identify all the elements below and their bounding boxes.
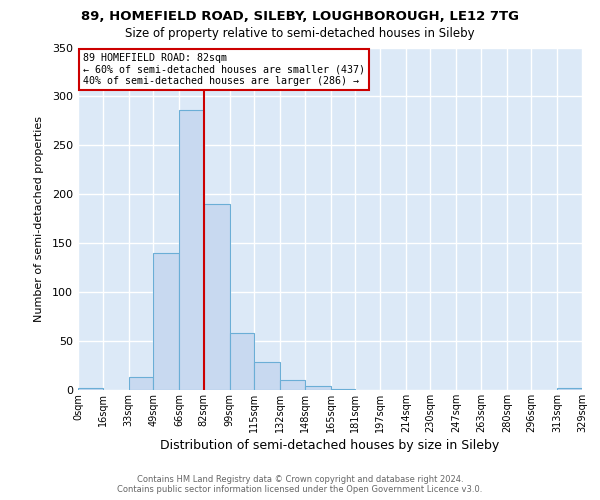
Bar	[557, 388, 582, 390]
Bar	[153, 253, 179, 390]
Text: Contains public sector information licensed under the Open Government Licence v3: Contains public sector information licen…	[118, 484, 482, 494]
Text: Contains HM Land Registry data © Crown copyright and database right 2024.: Contains HM Land Registry data © Crown c…	[137, 475, 463, 484]
Bar	[280, 380, 305, 390]
Bar	[128, 378, 153, 390]
Text: 89, HOMEFIELD ROAD, SILEBY, LOUGHBOROUGH, LE12 7TG: 89, HOMEFIELD ROAD, SILEBY, LOUGHBOROUGH…	[81, 10, 519, 23]
X-axis label: Distribution of semi-detached houses by size in Sileby: Distribution of semi-detached houses by …	[160, 439, 500, 452]
Bar	[254, 362, 280, 390]
Bar	[305, 386, 331, 390]
Bar	[331, 389, 355, 390]
Bar	[78, 388, 103, 390]
Bar	[230, 333, 254, 390]
Bar	[203, 204, 230, 390]
Bar	[179, 110, 203, 390]
Y-axis label: Number of semi-detached properties: Number of semi-detached properties	[34, 116, 44, 322]
Text: Size of property relative to semi-detached houses in Sileby: Size of property relative to semi-detach…	[125, 28, 475, 40]
Text: 89 HOMEFIELD ROAD: 82sqm
← 60% of semi-detached houses are smaller (437)
40% of : 89 HOMEFIELD ROAD: 82sqm ← 60% of semi-d…	[83, 52, 365, 86]
